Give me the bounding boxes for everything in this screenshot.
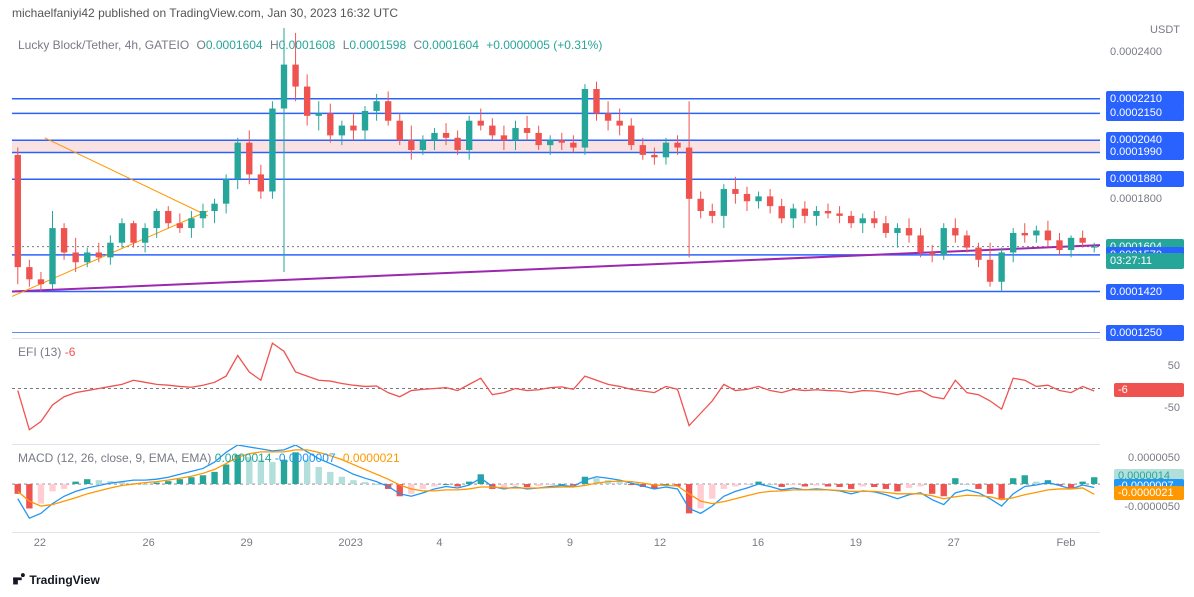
time-axis: 22 26 29 2023 4 9 12 16 19 27 Feb (12, 532, 1100, 552)
price-tick: 0.0002210 (1106, 91, 1184, 107)
price-chart-svg (12, 28, 1100, 333)
efi-value: -6 (65, 345, 76, 359)
macd-macd-val: -0.0000007 (275, 451, 336, 465)
macd-val-box: -0.0000021 (1114, 486, 1184, 500)
footer-brand-text: TradingView (29, 573, 99, 587)
macd-params: (12, 26, close, 9, EMA, EMA) (57, 451, 212, 465)
macd-name: MACD (18, 451, 53, 465)
published-text: published on (98, 6, 166, 20)
time-tick: 12 (654, 537, 666, 549)
macd-hist-val: 0.0000014 (215, 451, 272, 465)
footer-brand: TradingView (12, 572, 100, 587)
publisher-name: michaelfaniyi42 (12, 6, 95, 20)
time-tick: Feb (1056, 537, 1075, 549)
publish-domain: TradingView.com, (169, 6, 264, 20)
price-tick: 0.0001880 (1106, 171, 1184, 187)
macd-panel[interactable]: MACD (12, 26, close, 9, EMA, EMA) 0.0000… (12, 444, 1100, 528)
macd-axis: 0.0000050-0.00000500.0000014-0.0000007-0… (1104, 444, 1184, 528)
efi-title: EFI (13) -6 (18, 345, 75, 359)
efi-last-box: -6 (1114, 383, 1184, 397)
time-tick: 22 (34, 537, 46, 549)
time-tick: 27 (948, 537, 960, 549)
price-tick: 0.0001990 (1106, 144, 1184, 160)
macd-signal-val: -0.0000021 (339, 451, 400, 465)
price-tick: 0.0002150 (1106, 105, 1184, 121)
efi-axis: 50 -50 -6 (1104, 338, 1184, 438)
price-axis: USDT 0.00024000.00022100.00021500.000204… (1104, 28, 1184, 333)
price-tick: 0.0001800 (1106, 191, 1184, 207)
efi-tick: -50 (1164, 402, 1180, 414)
efi-tick: 50 (1168, 360, 1180, 372)
macd-tick: -0.0000050 (1124, 501, 1180, 513)
tv-logo-icon (12, 573, 29, 587)
macd-title: MACD (12, 26, close, 9, EMA, EMA) 0.0000… (18, 451, 400, 465)
time-tick: 9 (567, 537, 573, 549)
macd-tick: 0.0000050 (1128, 452, 1180, 464)
efi-panel[interactable]: EFI (13) -6 (12, 338, 1100, 438)
price-chart[interactable] (12, 28, 1100, 333)
time-tick: 26 (143, 537, 155, 549)
countdown: 03:27:11 (1106, 253, 1184, 269)
time-tick: 16 (752, 537, 764, 549)
efi-period: (13) (40, 345, 61, 359)
time-tick: 29 (240, 537, 252, 549)
time-tick: 19 (850, 537, 862, 549)
publish-info: michaelfaniyi42 published on TradingView… (12, 6, 398, 20)
efi-name: EFI (18, 345, 37, 359)
time-tick: 4 (436, 537, 442, 549)
price-tick: 0.0001420 (1106, 284, 1184, 300)
price-tick: 0.0002400 (1106, 44, 1184, 60)
time-tick: 2023 (338, 537, 362, 549)
yaxis-title: USDT (1150, 24, 1180, 36)
efi-chart-svg (12, 339, 1100, 438)
publish-timestamp: Jan 30, 2023 16:32 UTC (267, 6, 398, 20)
